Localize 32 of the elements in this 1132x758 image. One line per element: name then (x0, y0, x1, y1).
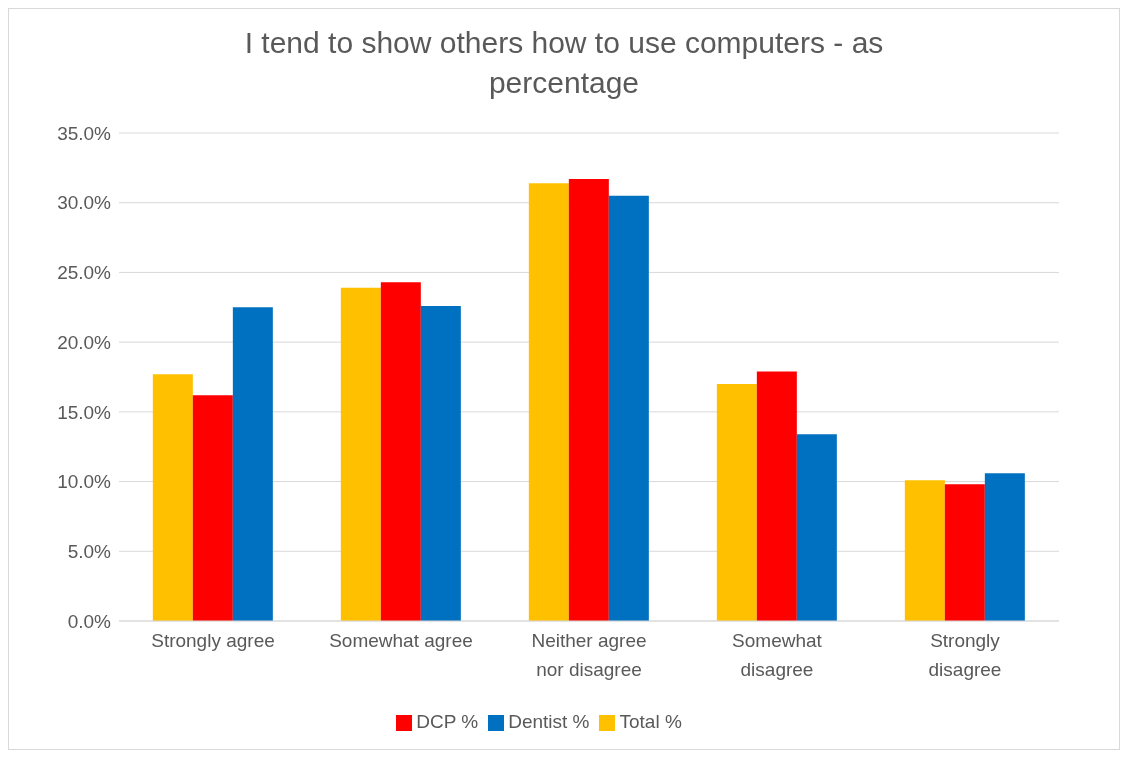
x-tick-label: Somewhat disagree (732, 630, 823, 680)
chart-title: I tend to show others how to use computers - as percentage (243, 25, 885, 101)
bar (340, 287, 381, 621)
y-tick-label: 15.0% (57, 401, 112, 423)
y-tick-label: 10.0% (57, 471, 112, 493)
bar (192, 395, 233, 621)
bar (152, 374, 193, 621)
bar (380, 282, 421, 621)
x-tick-label: Neither agree nor disagree (531, 630, 647, 680)
y-tick-label: 35.0% (57, 122, 112, 144)
x-tick-label: Strongly agree (151, 630, 275, 651)
legend-label: DCP % (416, 711, 479, 732)
legend-label: Dentist % (508, 711, 590, 732)
bar (232, 307, 273, 621)
bar (944, 484, 985, 621)
y-tick-label: 0.0% (67, 610, 112, 632)
bar (716, 383, 757, 621)
bar (420, 305, 461, 621)
bar (528, 183, 569, 621)
bar (568, 179, 609, 621)
x-tick-label: Somewhat agree (329, 630, 473, 651)
y-tick-label: 5.0% (67, 541, 112, 563)
x-tick-label: Strongly disagree (928, 630, 1002, 680)
y-tick-label: 25.0% (57, 262, 112, 284)
bar (756, 371, 797, 621)
y-tick-label: 30.0% (57, 192, 112, 214)
bar (796, 434, 837, 621)
bar (608, 195, 649, 621)
bar (904, 480, 945, 621)
y-tick-label: 20.0% (57, 331, 112, 353)
bar (984, 473, 1025, 621)
legend-label: Total % (619, 711, 682, 732)
